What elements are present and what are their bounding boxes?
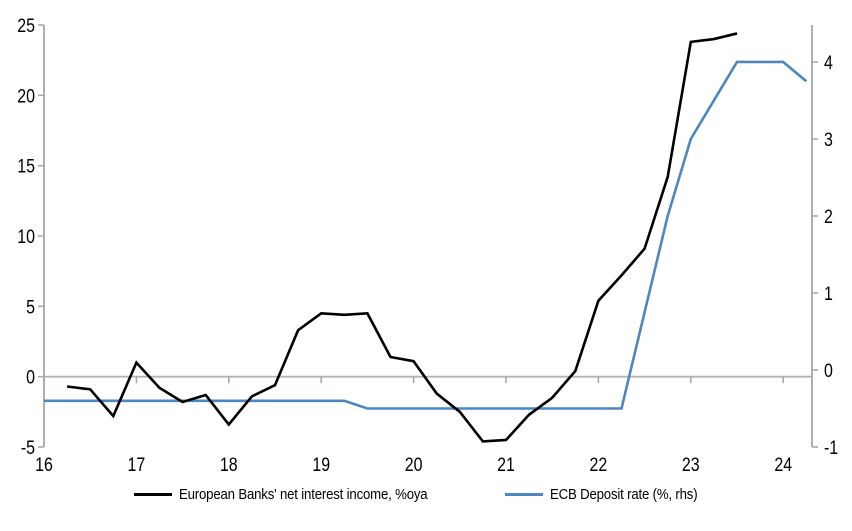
series-line-nii [66,32,738,443]
x-axis-tick-label: 17 [128,454,146,476]
right-axis-tick-label: 1 [824,283,833,305]
right-axis-tick-label: 4 [824,52,833,74]
x-axis-tick-label: 16 [35,454,53,476]
x-axis-tick-label: 23 [682,454,700,476]
left-axis-tick-label: 5 [26,296,35,318]
chart-legend: European Banks' net interest income, %oy… [0,486,852,503]
left-axis-tick-label: 0 [26,366,35,388]
left-axis-tick-label: 10 [17,226,35,248]
right-axis-tick-label: 3 [824,129,833,151]
x-axis-tick-label: 18 [220,454,238,476]
left-axis-tick-label: 15 [17,155,35,177]
left-axis-tick-label: 20 [17,85,35,107]
right-axis-tick-label: 0 [824,360,833,382]
x-axis-tick-label: 20 [405,454,423,476]
x-axis-tick-label: 21 [497,454,515,476]
legend-item-ecb: ECB Deposit rate (%, rhs) [505,486,718,503]
x-axis-tick-label: 24 [774,454,792,476]
right-axis-tick-label: 2 [824,206,833,228]
x-axis-tick-label: 22 [590,454,608,476]
legend-label-nii: European Banks' net interest income, %oy… [179,486,428,503]
legend-label-ecb: ECB Deposit rate (%, rhs) [550,486,698,503]
legend-item-nii: European Banks' net interest income, %oy… [134,486,461,503]
x-axis-tick-label: 19 [312,454,330,476]
left-axis-tick-label: -5 [21,437,35,459]
left-axis-tick-label: 25 [17,15,35,37]
right-axis-tick-label: -1 [824,437,838,459]
legend-swatch-nii [134,493,173,496]
series-line-ecb [44,60,808,410]
legend-swatch-ecb [505,493,544,496]
